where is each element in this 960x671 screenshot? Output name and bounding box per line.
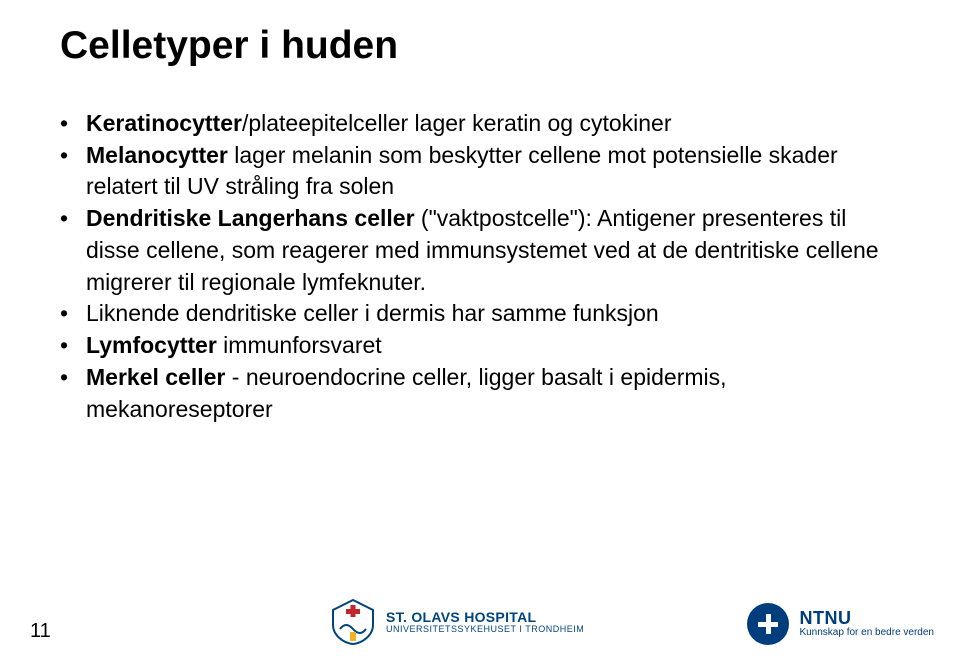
ntnu-mark-icon <box>747 603 789 645</box>
list-item: Merkel celler - neuroendocrine celler, l… <box>60 362 900 425</box>
list-item-text: /plateepitelceller lager keratin og cyto… <box>242 110 672 136</box>
list-item: Dendritiske Langerhans celler ("vaktpost… <box>60 203 900 298</box>
stolav-mark-icon <box>330 599 376 645</box>
list-item: Melanocytter lager melanin som beskytter… <box>60 140 900 203</box>
list-item-text: immunforsvaret <box>217 332 382 358</box>
ntnu-text: NTNU Kunnskap for en bedre verden <box>799 609 934 638</box>
stolav-line2: UNIVERSITETSSYKEHUSET I TRONDHEIM <box>386 625 584 634</box>
stolav-text: ST. OLAVS HOSPITAL UNIVERSITETSSYKEHUSET… <box>386 610 584 634</box>
list-item: Lymfocytter immunforsvaret <box>60 330 900 362</box>
ntnu-logo: NTNU Kunnskap for en bedre verden <box>747 603 934 645</box>
list-item-bold: Melanocytter <box>86 142 228 168</box>
footer: ST. OLAVS HOSPITAL UNIVERSITETSSYKEHUSET… <box>0 595 960 655</box>
list-item-bold: Dendritiske Langerhans celler <box>86 205 415 231</box>
bullet-list: Keratinocytter/plateepitelceller lager k… <box>60 108 900 425</box>
ntnu-line2: Kunnskap for en bedre verden <box>799 628 934 639</box>
list-item-text: Liknende dendritiske celler i dermis har… <box>86 300 659 326</box>
page-title: Celletyper i huden <box>60 24 398 68</box>
list-item: Liknende dendritiske celler i dermis har… <box>60 298 900 330</box>
slide: Celletyper i huden Keratinocytter/platee… <box>0 0 960 671</box>
list-item-bold: Lymfocytter <box>86 332 217 358</box>
list-item-bold: Merkel celler <box>86 364 225 390</box>
stolav-line1: ST. OLAVS HOSPITAL <box>386 610 584 625</box>
list-item-bold: Keratinocytter <box>86 110 242 136</box>
list-item: Keratinocytter/plateepitelceller lager k… <box>60 108 900 140</box>
ntnu-line1: NTNU <box>799 609 934 628</box>
stolav-logo: ST. OLAVS HOSPITAL UNIVERSITETSSYKEHUSET… <box>330 599 584 645</box>
